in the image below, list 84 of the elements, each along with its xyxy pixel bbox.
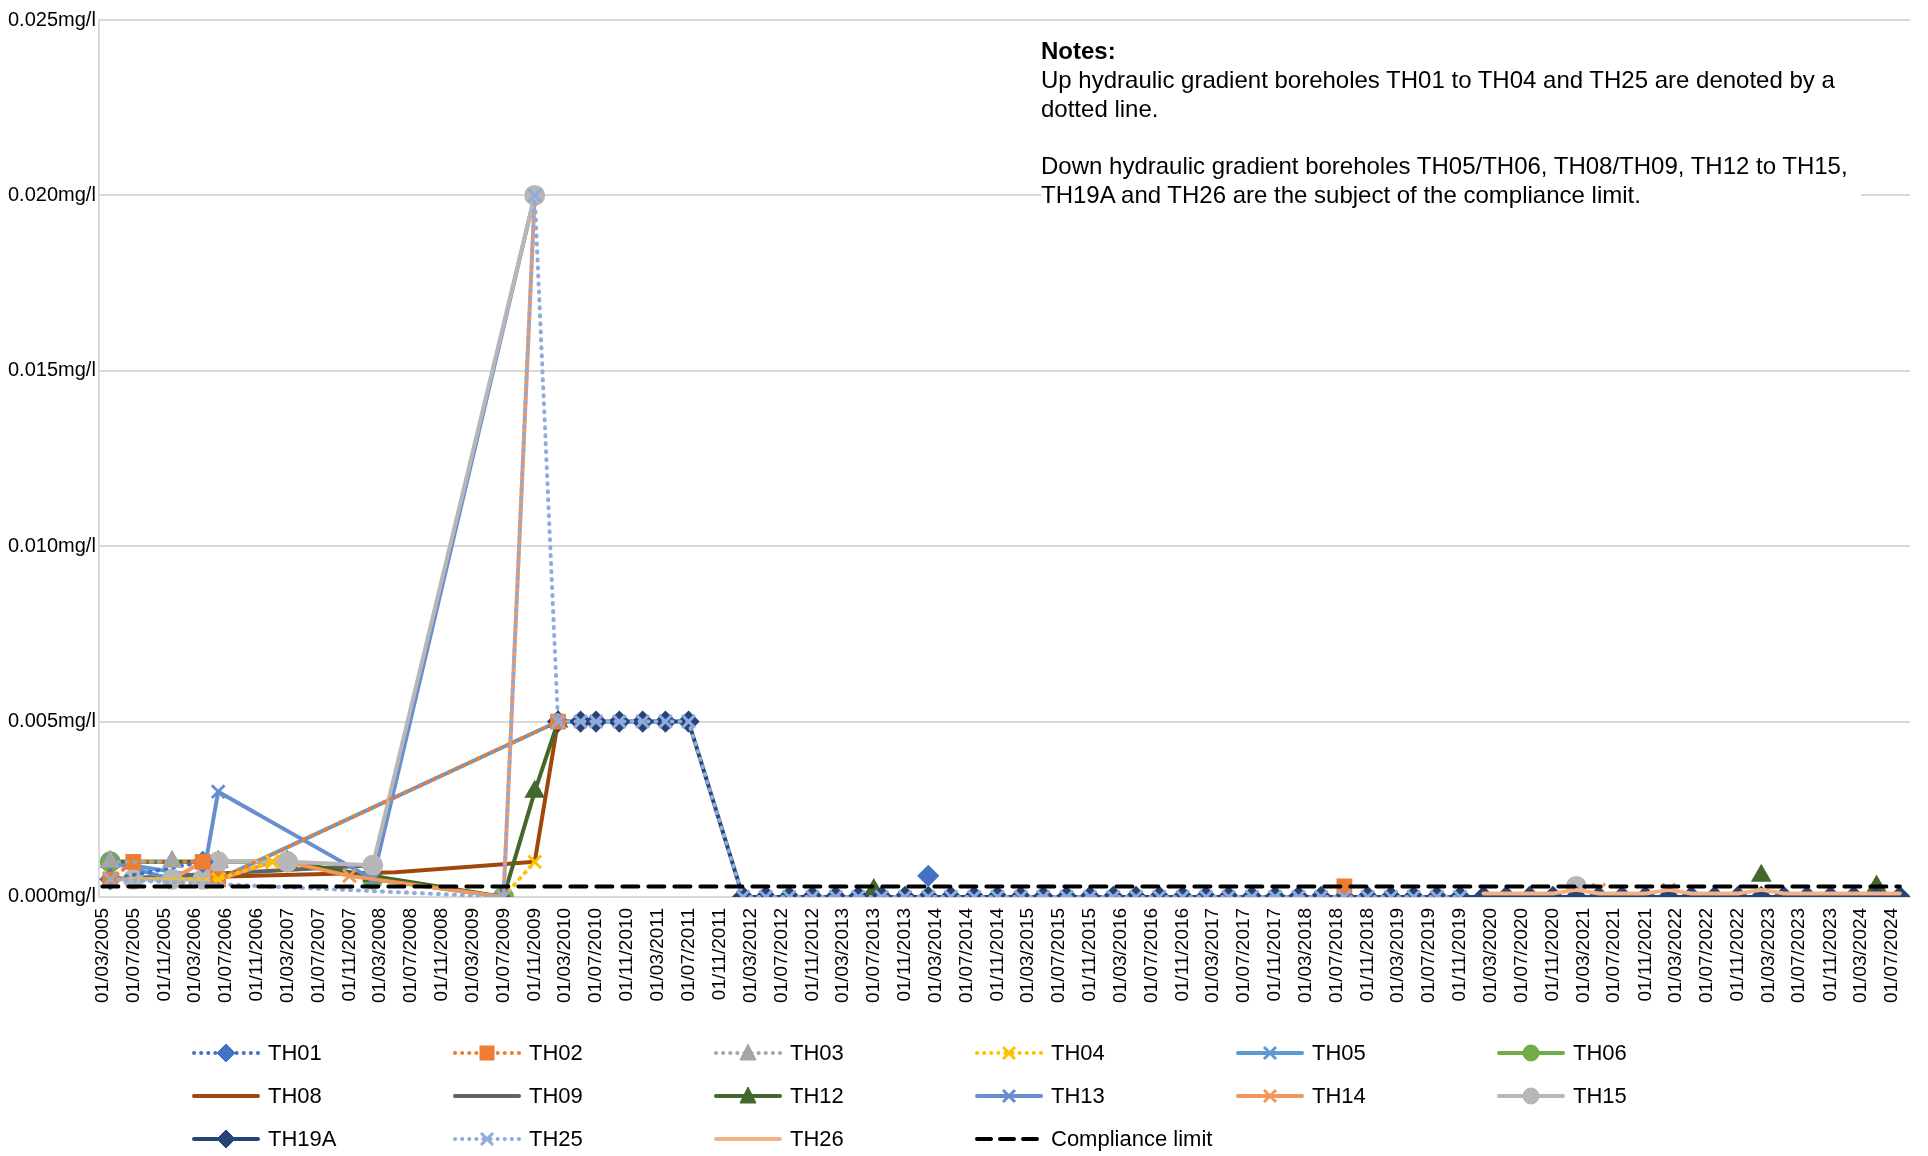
x-tick-label: 01/03/2006	[183, 907, 205, 1003]
x-tick-label: 01/07/2014	[954, 907, 976, 1003]
x-tick-label: 01/03/2012	[738, 907, 760, 1003]
legend-label: TH12	[790, 1083, 844, 1109]
x-tick-label: 01/07/2018	[1324, 907, 1346, 1003]
legend-label: TH08	[268, 1083, 322, 1109]
y-tick-label: 0.020mg/l	[7, 182, 96, 205]
x-tick-label: 01/07/2008	[399, 907, 421, 1003]
legend-label: TH09	[529, 1083, 583, 1109]
x-tick-label: 01/11/2020	[1541, 907, 1563, 1002]
x-tick-label: 01/03/2019	[1386, 907, 1408, 1003]
annotation: Down hydraulic gradient boreholes TH05/TH06, TH08/TH09, TH12 to TH15, TH19A and TH26 are the subject of the compliance limit.	[1041, 151, 1849, 209]
x-tick-label: 01/07/2006	[214, 907, 236, 1003]
x-tick-label: 01/07/2013	[862, 907, 884, 1003]
x-tick-label: 01/11/2016	[1170, 907, 1192, 1002]
x-tick-label: 01/03/2015	[1016, 907, 1038, 1003]
legend-label: TH26	[790, 1126, 844, 1152]
x-tick-label: 01/07/2016	[1139, 907, 1161, 1003]
annotation: Up hydraulic gradient boreholes TH01 to TH04 and TH25 are denoted by a dotted line.	[1041, 65, 1836, 123]
x-tick-label: 01/03/2007	[275, 907, 297, 1003]
x-tick-label: 01/07/2007	[306, 907, 328, 1003]
x-tick-label: 01/11/2015	[1078, 907, 1100, 1002]
x-tick-label: 01/07/2023	[1787, 907, 1809, 1003]
x-tick-label: 01/11/2021	[1633, 907, 1655, 1002]
y-tick-label: 0.015mg/l	[7, 358, 96, 381]
x-tick-label: 01/11/2019	[1448, 907, 1470, 1002]
x-tick-label: 01/11/2023	[1818, 907, 1840, 1002]
x-tick-label: 01/07/2021	[1602, 907, 1624, 1003]
legend-label: TH03	[790, 1040, 844, 1066]
legend-label: TH04	[1051, 1040, 1105, 1066]
annotation: Notes:	[1041, 36, 1117, 65]
x-tick-label: 01/03/2010	[553, 907, 575, 1003]
x-tick-label: 01/03/2008	[368, 907, 390, 1003]
x-tick-label: 01/07/2010	[584, 907, 606, 1003]
legend-label: TH06	[1573, 1040, 1627, 1066]
legend-label: TH25	[529, 1126, 583, 1152]
x-tick-label: 01/03/2005	[90, 907, 112, 1003]
x-tick-label: 01/07/2015	[1047, 907, 1069, 1003]
legend-label: TH13	[1051, 1083, 1105, 1109]
legend-label: TH01	[268, 1040, 322, 1066]
x-tick-label: 01/11/2012	[800, 907, 822, 1002]
x-tick-label: 01/11/2010	[615, 907, 637, 1002]
x-tick-label: 01/07/2022	[1694, 907, 1716, 1003]
x-tick-label: 01/07/2011	[676, 907, 698, 1002]
x-tick-label: 01/03/2024	[1849, 907, 1871, 1003]
legend-label: TH14	[1312, 1083, 1366, 1109]
x-tick-label: 01/03/2009	[460, 907, 482, 1003]
x-tick-label: 01/03/2018	[1293, 907, 1315, 1003]
x-tick-label: 01/03/2014	[923, 907, 945, 1003]
x-tick-label: 01/03/2016	[1108, 907, 1130, 1003]
legend-label: TH19A	[268, 1126, 337, 1152]
x-tick-label: 01/11/2008	[430, 907, 452, 1002]
x-tick-label: 01/07/2024	[1880, 907, 1902, 1003]
y-tick-label: 0.005mg/l	[7, 709, 96, 732]
x-tick-label: 01/03/2022	[1664, 907, 1686, 1003]
x-tick-label: 01/03/2021	[1571, 907, 1593, 1003]
x-tick-label: 01/03/2017	[1201, 907, 1223, 1003]
x-tick-label: 01/03/2023	[1756, 907, 1778, 1003]
x-tick-label: 01/11/2017	[1263, 907, 1285, 1002]
x-tick-label: 01/11/2013	[893, 907, 915, 1002]
y-tick-label: 0.010mg/l	[7, 533, 96, 556]
y-tick-label: 0.025mg/l	[7, 7, 96, 30]
legend-label: TH05	[1312, 1040, 1366, 1066]
x-tick-label: 01/07/2005	[121, 907, 143, 1003]
x-tick-label: 01/03/2020	[1479, 907, 1501, 1003]
x-tick-label: 01/07/2009	[491, 907, 513, 1003]
x-tick-label: 01/07/2012	[769, 907, 791, 1003]
x-tick-label: 01/11/2011	[707, 907, 729, 1001]
x-tick-label: 01/03/2011	[645, 907, 667, 1002]
x-tick-label: 01/11/2009	[522, 907, 544, 1002]
x-tick-label: 01/07/2020	[1510, 907, 1531, 1003]
x-tick-label: 01/11/2006	[245, 907, 267, 1002]
y-tick-label: 0.000mg/l	[7, 884, 96, 907]
x-tick-label: 01/03/2013	[831, 907, 853, 1003]
legend-label: TH15	[1573, 1083, 1627, 1109]
x-tick-label: 01/07/2017	[1232, 907, 1254, 1003]
x-tick-label: 01/07/2019	[1417, 907, 1439, 1003]
x-tick-label: 01/11/2018	[1355, 907, 1377, 1002]
x-tick-label: 01/11/2005	[152, 907, 174, 1002]
legend-label: TH02	[529, 1040, 583, 1066]
x-tick-label: 01/11/2007	[337, 907, 359, 1002]
legend-label: Compliance limit	[1051, 1126, 1213, 1152]
x-tick-label: 01/11/2014	[985, 907, 1007, 1002]
x-tick-label: 01/11/2022	[1726, 907, 1748, 1002]
